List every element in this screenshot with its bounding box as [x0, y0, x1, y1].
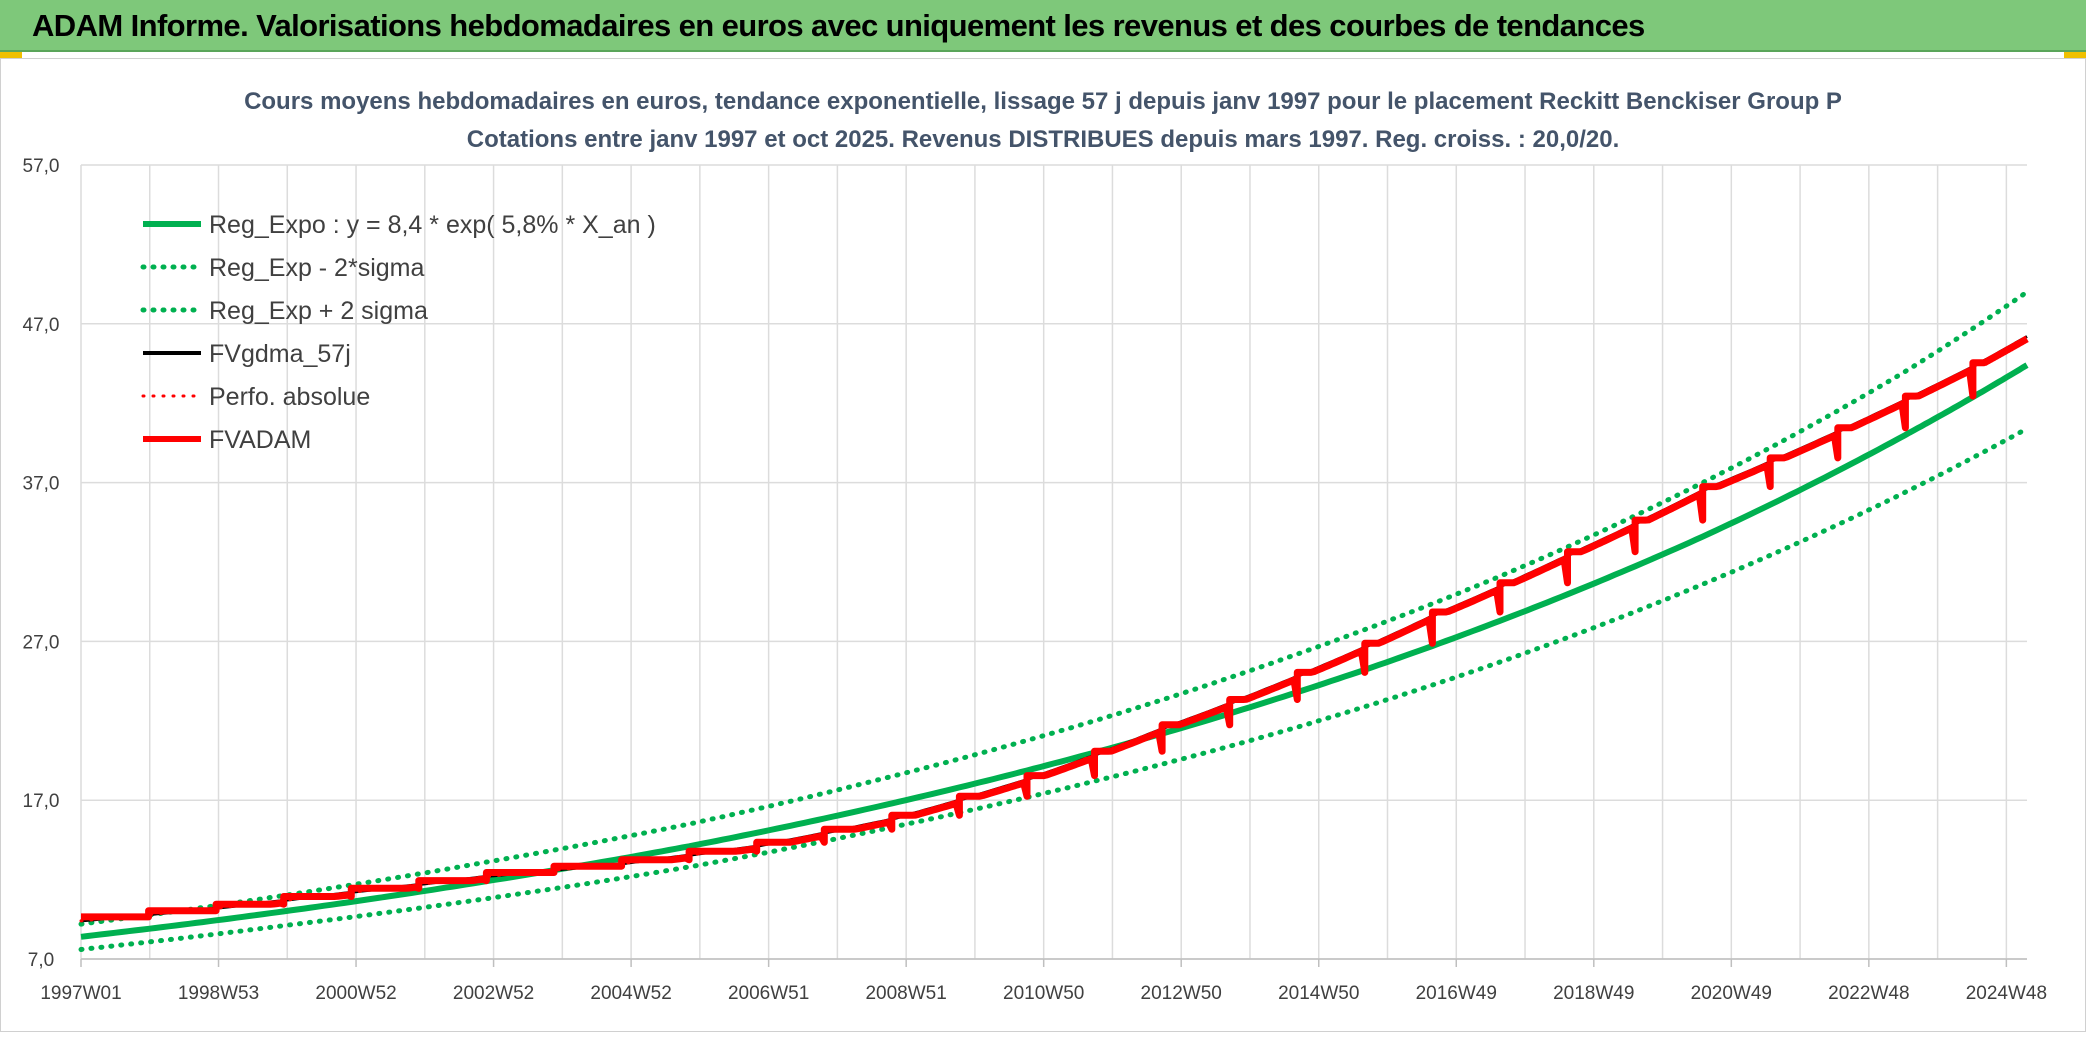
series-line-perfo-absolue [79, 335, 2029, 923]
x-tick-label: 2024W48 [1966, 983, 2047, 1004]
y-tick-label: 27,0 [23, 632, 60, 653]
y-tick-label: 57,0 [23, 156, 60, 177]
x-tick-label: 2018W49 [1553, 983, 1634, 1004]
x-tick-label: 2002W52 [453, 983, 534, 1004]
x-tick-label: 2004W52 [590, 983, 671, 1004]
x-tick-label: 1997W01 [40, 983, 121, 1004]
legend-label-reg-expo-y-8-4-exp-5-8-x-an: Reg_Expo : y = 8,4 * exp( 5,8% * X_an ) [209, 211, 656, 239]
x-tick-label: 2016W49 [1416, 983, 1497, 1004]
chart-title: Cours moyens hebdomadaires en euros, ten… [244, 88, 1842, 115]
y-tick-label: 7,0 [28, 950, 54, 971]
y-tick-label: 37,0 [23, 474, 60, 495]
series-line-reg-expo-y-8-4-exp-5-8-x-an [80, 362, 2029, 940]
x-tick-label: 2000W52 [315, 983, 396, 1004]
y-tick-label: 47,0 [23, 315, 60, 336]
series-line-fvadam [80, 335, 2030, 921]
legend-label-perfo-absolue: Perfo. absolue [209, 383, 370, 411]
page-header: ADAM Informe. Valorisations hebdomadaire… [0, 0, 2086, 52]
legend-label-fvadam: FVADAM [209, 426, 311, 454]
x-tick-label: 2020W49 [1691, 983, 1772, 1004]
axes: 7,0 17,0 27,0 37,0 47,0 57,0 1997W01 1998W53 200… [23, 156, 2048, 1004]
legend: Reg_Expo : y = 8,4 * exp( 5,8% * X_an ) R… [140, 211, 656, 454]
legend-label-reg-exp-2-sigma: Reg_Exp + 2 sigma [209, 297, 428, 325]
x-tick-label: 1998W53 [178, 983, 259, 1004]
chart-area: 7,0 17,0 27,0 37,0 47,0 57,0 1997W01 1998W53 200… [0, 58, 2086, 1032]
x-tick-label: 2022W48 [1828, 983, 1909, 1004]
chart-subtitle: Cotations entre janv 1997 et oct 2025. R… [467, 126, 1619, 153]
x-tick-label: 2010W50 [1003, 983, 1084, 1004]
series-line-fvgdma-57j [80, 335, 2028, 923]
series-layer [78, 289, 2030, 952]
chart-svg: 7,0 17,0 27,0 37,0 47,0 57,0 1997W01 1998W53 200… [23, 88, 2048, 1004]
corner-accent-right [2064, 52, 2086, 58]
y-tick-label: 17,0 [23, 791, 60, 812]
corner-accent-left [0, 52, 22, 58]
series-line-reg-exp-2-sigma [78, 426, 2030, 952]
grid [80, 164, 2027, 960]
legend-label-reg-exp-2-sigma: Reg_Exp - 2*sigma [209, 254, 424, 282]
x-tick-label: 2012W50 [1141, 983, 1222, 1004]
x-tick-label: 2008W51 [865, 983, 946, 1004]
x-tick-label: 2014W50 [1278, 983, 1359, 1004]
series-line-reg-exp-2-sigma [78, 289, 2030, 927]
page-title: ADAM Informe. Valorisations hebdomadaire… [32, 8, 1645, 43]
x-tick-label: 2006W51 [728, 983, 809, 1004]
legend-label-fvgdma-57j: FVgdma_57j [209, 340, 351, 368]
